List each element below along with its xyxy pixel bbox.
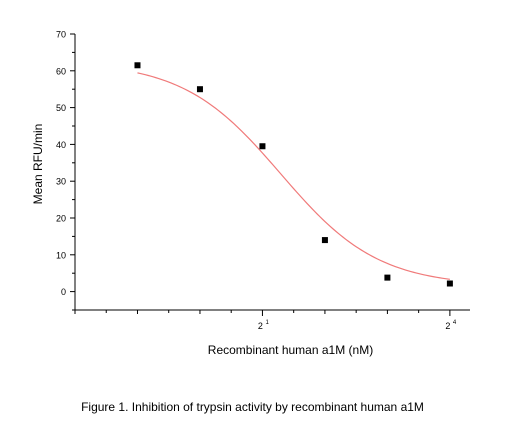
data-point: [259, 143, 266, 150]
y-tick-label: 20: [56, 214, 66, 224]
data-point: [196, 86, 203, 93]
x-axis-label: Recombinant human a1M (nM): [208, 343, 373, 357]
y-tick-label: 30: [56, 177, 66, 187]
data-point: [446, 280, 453, 287]
x-tick-label-exponent: 1: [265, 320, 269, 326]
data-points: [134, 62, 453, 287]
y-tick-label: 10: [56, 250, 66, 260]
y-axis-label: Mean RFU/min: [31, 124, 45, 205]
figure-caption: Figure 1. Inhibition of trypsin activity…: [0, 400, 505, 414]
figure-caption-suffix: 1M: [407, 400, 424, 414]
fit-curve: [137, 72, 450, 280]
data-point: [321, 237, 328, 244]
figure-caption-text: Figure 1. Inhibition of trypsin activity…: [81, 400, 408, 414]
data-point: [384, 274, 391, 281]
y-tick-label: 70: [56, 30, 66, 40]
y-tick-label: 40: [56, 140, 66, 150]
y-tick-label: 0: [61, 287, 66, 297]
y-tick-label: 60: [56, 66, 66, 76]
y-tick-label: 50: [56, 103, 66, 113]
data-point: [134, 62, 141, 69]
fit-curve-group: [137, 72, 450, 280]
x-tick-label: 2: [258, 321, 263, 331]
x-tick-label-exponent: 4: [453, 320, 457, 326]
x-tick-label: 2: [445, 321, 450, 331]
